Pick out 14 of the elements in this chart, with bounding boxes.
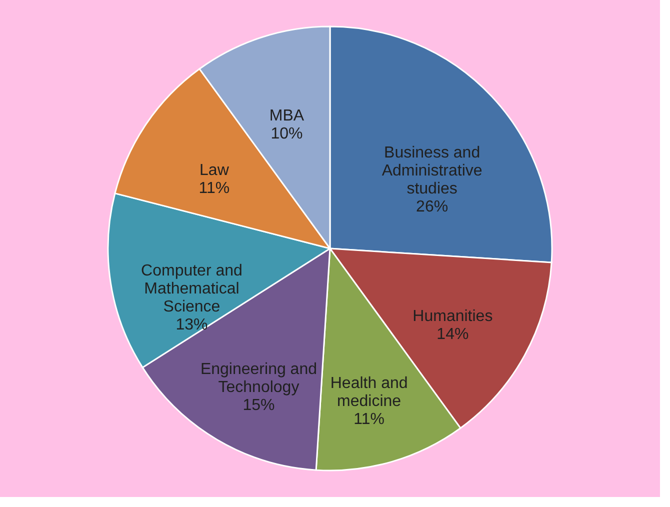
data-label: 10% xyxy=(270,125,303,142)
data-label: 14% xyxy=(436,326,469,343)
slice-label: Health and medicine xyxy=(330,374,408,410)
slice-label: Business and Administrative studies xyxy=(382,144,482,198)
data-label: 26% xyxy=(416,198,448,216)
data-label: 11% xyxy=(354,410,384,428)
slice-label: Computer and Mathematical Science xyxy=(141,262,242,316)
data-label: 13% xyxy=(176,316,208,334)
slice-label: Engineering and Technology xyxy=(200,361,318,396)
slice-label: Law xyxy=(200,162,230,179)
data-label: 15% xyxy=(242,397,275,414)
slice-label: MBA xyxy=(269,107,304,124)
slice-label: Humanities xyxy=(412,308,493,325)
data-label: 11% xyxy=(198,180,230,197)
